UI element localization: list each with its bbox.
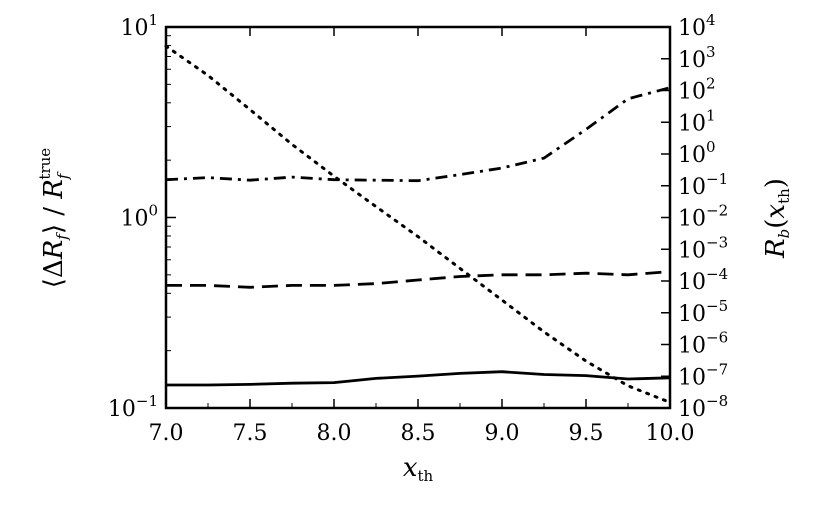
svg-text:⟨ΔRf⟩ / Rftrue: ⟨ΔRf⟩ / Rftrue [36, 148, 72, 288]
series-line-solid [166, 370, 671, 387]
y-left-tick-label: 100 [120, 202, 158, 232]
plot-frame [164, 25, 672, 410]
x-tick-label: 10.0 [646, 421, 695, 446]
y-right-tick-label: 102 [678, 75, 716, 105]
y-right-tick-label: 10−3 [678, 233, 728, 263]
x-tick-label: 9.0 [485, 421, 520, 446]
x-tick-label: 7.0 [149, 421, 184, 446]
y-axis-label-right: Rb(xth) [761, 178, 793, 259]
series-line-dotted [164, 44, 672, 404]
y-right-tick-label: 10−8 [678, 392, 728, 422]
x-tick-label: 7.5 [233, 421, 268, 446]
y-left-tick-label: 10−1 [108, 392, 158, 422]
y-right-tick-label: 10−2 [678, 202, 728, 232]
tick-layer: 7.0 7.5 8.0 8.5 9.0 9.5 10.010−110010110−810−7… [108, 11, 728, 446]
y-right-tick-label: 104 [678, 11, 716, 41]
x-tick-label: 8.5 [401, 421, 436, 446]
y-axis-label-left: ⟨ΔRf⟩ / Rftrue [36, 148, 72, 288]
x-tick-label: 9.5 [569, 421, 604, 446]
y-right-tick-label: 103 [678, 43, 716, 73]
series-line-dashed [166, 270, 671, 289]
y-right-tick-label: 10−4 [678, 265, 728, 295]
series-layer [164, 44, 672, 404]
series-line-dashdot [165, 86, 671, 183]
y-right-tick-label: 100 [678, 138, 716, 168]
y-right-tick-label: 101 [678, 106, 716, 136]
x-axis-label: xth [403, 453, 434, 485]
y-left-tick-label: 101 [120, 11, 158, 41]
y-right-tick-label: 10−7 [678, 360, 728, 390]
y-right-tick-label: 10−5 [678, 297, 728, 327]
svg-text:Rb(xth): Rb(xth) [761, 178, 793, 259]
y-right-tick-label: 10−6 [678, 329, 728, 359]
x-tick-label: 8.0 [317, 421, 352, 446]
y-right-tick-label: 10−1 [678, 170, 728, 200]
